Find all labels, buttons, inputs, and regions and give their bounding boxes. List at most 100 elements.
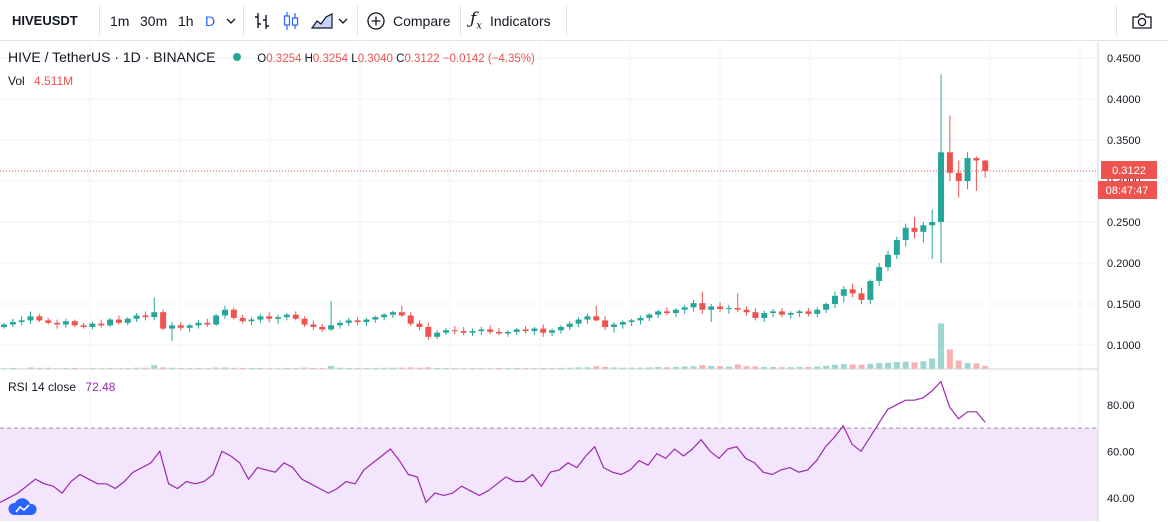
area-style-button[interactable] bbox=[311, 0, 333, 41]
volume-bar bbox=[690, 366, 697, 369]
candle-body bbox=[540, 328, 547, 333]
volume-bar bbox=[133, 367, 140, 369]
candle-body bbox=[133, 315, 140, 319]
bar-style-button[interactable] bbox=[253, 0, 271, 41]
volume-bar bbox=[222, 367, 228, 369]
symbol-title: HIVE / TetherUS · 1D · BINANCE bbox=[8, 49, 216, 65]
volume-bar bbox=[416, 367, 423, 369]
volume-bar bbox=[142, 367, 149, 369]
candle-body bbox=[363, 319, 370, 323]
candle-body bbox=[761, 313, 768, 318]
volume-bar bbox=[964, 363, 971, 369]
rsi-tick-label: 60.00 bbox=[1107, 446, 1135, 458]
volume-bar bbox=[796, 366, 803, 369]
interval-d-button[interactable]: D bbox=[205, 12, 216, 29]
symbol-search-button[interactable]: HIVEUSDT bbox=[12, 13, 78, 28]
candle-body bbox=[902, 227, 909, 241]
candle-body bbox=[646, 314, 653, 318]
volume-bar bbox=[902, 361, 909, 369]
candle-body bbox=[27, 316, 34, 321]
volume-bar bbox=[36, 367, 43, 369]
compare-button[interactable]: Compare bbox=[367, 0, 451, 41]
candle-body bbox=[610, 324, 617, 327]
candle-body bbox=[177, 325, 184, 328]
candlestick-series bbox=[1, 74, 989, 341]
rsi-legend: RSI 14 close 72.48 bbox=[8, 380, 115, 394]
toolbar-divider bbox=[1116, 5, 1117, 36]
candle-body bbox=[434, 332, 441, 337]
volume-bar bbox=[787, 367, 794, 369]
last-price-label: 0.3122 bbox=[1112, 165, 1146, 177]
close-value: 0.3122 bbox=[404, 53, 440, 65]
area-style-icon bbox=[311, 12, 333, 29]
volume-bar bbox=[345, 367, 352, 369]
volume-bar bbox=[876, 363, 883, 369]
candle-body bbox=[80, 325, 87, 327]
volume-bar bbox=[160, 367, 167, 369]
candle-body bbox=[513, 329, 520, 332]
plus-circle-icon bbox=[367, 11, 385, 30]
volume-legend: Vol 4.511M bbox=[8, 74, 73, 88]
candle-body bbox=[982, 160, 989, 171]
candle-body bbox=[743, 309, 750, 313]
volume-bar bbox=[310, 367, 317, 369]
close-label: C bbox=[396, 53, 405, 65]
price-chart[interactable]: 0.45000.40000.35000.30000.25000.20000.15… bbox=[0, 42, 1168, 521]
candle-body bbox=[345, 320, 352, 323]
chart-style-menu-button[interactable] bbox=[338, 0, 348, 41]
screenshot-button[interactable] bbox=[1131, 0, 1153, 41]
volume-bar bbox=[177, 367, 184, 369]
toolbar-divider bbox=[243, 5, 244, 36]
candle-body bbox=[186, 325, 193, 328]
volume-bar bbox=[743, 366, 750, 369]
price-axis[interactable]: 0.45000.40000.35000.30000.25000.20000.15… bbox=[1107, 53, 1141, 352]
candle-body bbox=[98, 323, 105, 326]
volume-bar bbox=[434, 367, 441, 369]
candle-body bbox=[398, 312, 405, 316]
volume-bar bbox=[407, 367, 414, 369]
tradingview-logo[interactable] bbox=[8, 497, 38, 522]
rsi-tick-label: 40.00 bbox=[1107, 493, 1135, 505]
candle-body bbox=[160, 312, 167, 329]
volume-bar bbox=[681, 366, 688, 369]
volume-bar bbox=[168, 367, 175, 369]
candle-body bbox=[389, 312, 396, 315]
volume-bar bbox=[584, 367, 591, 369]
volume-bar bbox=[831, 364, 838, 369]
candle-body bbox=[717, 306, 724, 309]
volume-bar bbox=[363, 367, 370, 369]
candle-body bbox=[619, 322, 626, 325]
candle-style-button[interactable] bbox=[282, 0, 300, 41]
interval-1m-button[interactable]: 1m bbox=[110, 12, 130, 29]
rsi-axis[interactable]: 80.00 60.00 40.00 bbox=[1107, 400, 1135, 505]
volume-bar bbox=[761, 366, 768, 369]
chevron-down-icon bbox=[226, 18, 236, 24]
candle-body bbox=[257, 316, 264, 320]
candle-body bbox=[602, 320, 609, 327]
candle-body bbox=[310, 324, 317, 327]
interval-menu-button[interactable] bbox=[226, 0, 236, 41]
open-label: O bbox=[257, 53, 267, 65]
candle-body bbox=[876, 267, 883, 282]
candle-body bbox=[849, 289, 856, 294]
candle-body bbox=[266, 316, 273, 319]
candle-body bbox=[292, 314, 299, 319]
candle-body bbox=[885, 254, 891, 268]
price-tick-label: 0.3500 bbox=[1107, 135, 1141, 147]
high-label: H bbox=[304, 53, 313, 65]
volume-bar bbox=[513, 367, 520, 369]
volume-bar bbox=[619, 367, 626, 369]
interval-30m-button[interactable]: 30m bbox=[140, 12, 168, 29]
indicators-button[interactable]: ƒx Indicators bbox=[470, 0, 551, 41]
volume-bar bbox=[107, 367, 114, 369]
candle-body bbox=[496, 331, 503, 334]
interval-1h-button[interactable]: 1h bbox=[178, 12, 194, 29]
candle-body bbox=[929, 222, 936, 226]
candle-body bbox=[725, 308, 732, 310]
candle-body bbox=[443, 330, 449, 333]
volume-bar bbox=[814, 366, 821, 369]
candle-body bbox=[213, 315, 220, 325]
volume-bar bbox=[911, 362, 918, 369]
volume-bar bbox=[372, 367, 379, 369]
candle-body bbox=[478, 329, 485, 332]
